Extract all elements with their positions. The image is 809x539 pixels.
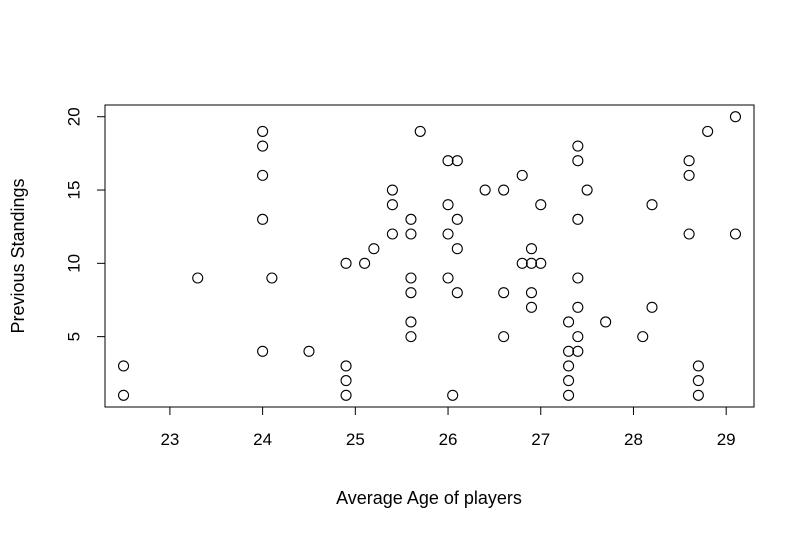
x-tick-label: 27: [531, 430, 550, 449]
data-point: [266, 272, 278, 284]
data-point: [572, 155, 584, 167]
data-point: [516, 257, 528, 269]
data-point: [447, 389, 459, 401]
data-point: [405, 287, 417, 299]
data-point: [729, 228, 742, 240]
data-point: [442, 199, 454, 211]
data-point: [405, 213, 417, 225]
x-tick-label: 25: [346, 430, 365, 449]
data-point: [692, 375, 704, 387]
data-point: [683, 228, 695, 240]
data-point: [340, 389, 352, 401]
data-point: [646, 199, 658, 211]
data-point: [572, 345, 584, 357]
data-point: [563, 360, 575, 372]
data-point: [479, 184, 491, 196]
data-point: [451, 287, 463, 299]
data-point: [368, 243, 380, 255]
data-point: [535, 199, 547, 211]
y-axis: 5 10 15 20: [65, 107, 106, 341]
data-point: [257, 213, 269, 225]
y-tick-label: 20: [65, 107, 84, 126]
data-point: [683, 169, 695, 181]
data-point: [414, 125, 426, 137]
data-point: [442, 228, 454, 240]
data-point: [516, 169, 528, 181]
data-point: [451, 243, 463, 255]
data-point: [498, 331, 510, 343]
y-tick-label: 5: [65, 332, 84, 341]
data-point: [405, 228, 417, 240]
data-point: [563, 389, 575, 401]
data-point: [646, 301, 658, 313]
data-point: [405, 272, 417, 284]
data-point: [525, 257, 538, 269]
x-tick-label: 29: [717, 430, 736, 449]
data-point: [563, 375, 575, 387]
x-tick-label: 26: [439, 430, 458, 449]
y-axis-label: Previous Standings: [8, 178, 28, 333]
data-point: [498, 287, 510, 299]
data-point: [572, 301, 584, 313]
x-tick-label: 24: [253, 430, 272, 449]
plot-frame: [104, 104, 755, 408]
data-point: [359, 257, 371, 269]
data-points: [117, 111, 742, 401]
data-point: [581, 184, 593, 196]
data-point: [692, 360, 704, 372]
data-point: [525, 301, 538, 313]
data-point: [257, 345, 269, 357]
data-point: [572, 140, 584, 152]
data-point: [386, 199, 398, 211]
x-tick-label: 23: [160, 430, 179, 449]
data-point: [257, 140, 269, 152]
data-point: [117, 389, 130, 401]
data-point: [563, 316, 575, 328]
data-point: [702, 125, 714, 137]
data-point: [572, 331, 584, 343]
x-axis: 23 24 25 26 27 28 29: [160, 406, 736, 449]
data-point: [451, 155, 463, 167]
x-axis-label: Average Age of players: [336, 488, 522, 508]
data-point: [257, 125, 269, 137]
data-point: [525, 243, 538, 255]
data-point: [498, 184, 510, 196]
data-point: [117, 360, 130, 372]
data-point: [692, 389, 704, 401]
data-point: [340, 375, 352, 387]
data-point: [572, 272, 584, 284]
data-point: [729, 111, 742, 123]
data-point: [340, 257, 352, 269]
y-tick-label: 10: [65, 254, 84, 273]
data-point: [303, 345, 315, 357]
x-tick-label: 28: [624, 430, 643, 449]
y-tick-label: 15: [65, 181, 84, 200]
data-point: [442, 155, 454, 167]
data-point: [192, 272, 204, 284]
data-point: [257, 169, 269, 181]
data-point: [405, 331, 417, 343]
data-point: [563, 345, 575, 357]
data-point: [600, 316, 612, 328]
data-point: [442, 272, 454, 284]
data-point: [572, 213, 584, 225]
data-point: [405, 316, 417, 328]
data-point: [637, 331, 649, 343]
data-point: [386, 184, 398, 196]
data-point: [535, 257, 547, 269]
data-point: [525, 287, 538, 299]
data-point: [683, 155, 695, 167]
data-point: [386, 228, 398, 240]
data-point: [451, 213, 463, 225]
data-point: [340, 360, 352, 372]
